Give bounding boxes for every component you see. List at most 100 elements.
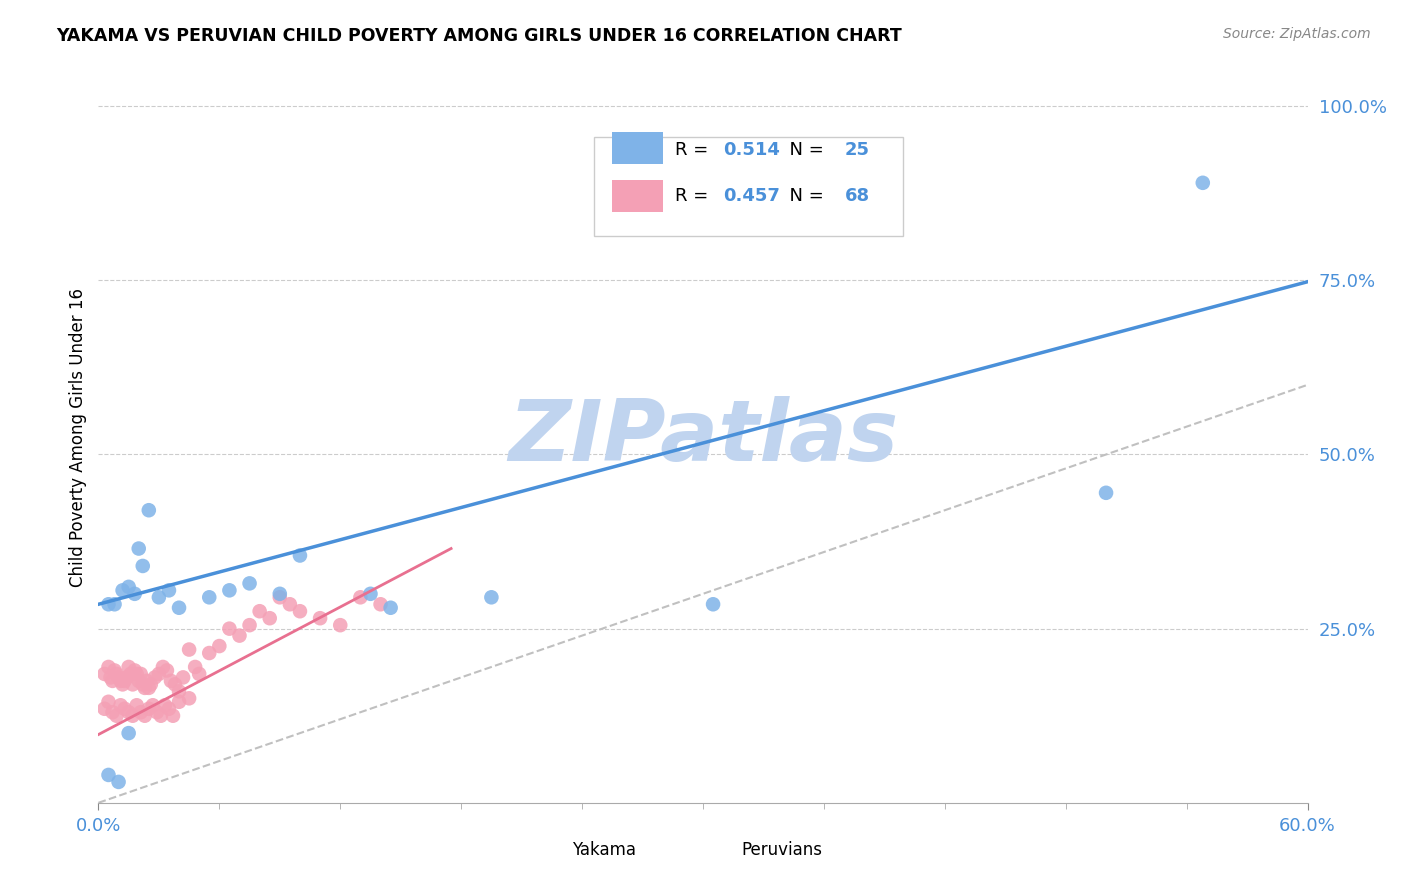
Point [118, 660, 141, 674]
Point [152, 660, 174, 674]
Point [107, 775, 129, 789]
Point [198, 646, 221, 660]
Point [93, 667, 115, 681]
Point [329, 618, 352, 632]
Point [132, 677, 155, 691]
Point [129, 705, 152, 719]
Point [259, 611, 281, 625]
FancyBboxPatch shape [700, 838, 735, 863]
Point [1191, 176, 1213, 190]
Point [148, 591, 170, 605]
Point [110, 698, 132, 713]
Point [114, 673, 136, 688]
Point [138, 503, 160, 517]
Point [184, 660, 207, 674]
Point [218, 622, 240, 636]
Point [167, 600, 190, 615]
Text: 68: 68 [845, 187, 869, 205]
Point [128, 541, 150, 556]
Point [121, 677, 143, 691]
Text: 0.457: 0.457 [724, 187, 780, 205]
Point [172, 670, 194, 684]
Text: N =: N = [778, 141, 830, 159]
Point [118, 705, 141, 719]
Point [228, 629, 250, 643]
Point [125, 667, 148, 681]
Point [138, 681, 160, 695]
Point [121, 708, 143, 723]
Point [125, 698, 148, 713]
Point [370, 597, 392, 611]
Point [128, 673, 150, 688]
Point [167, 695, 190, 709]
FancyBboxPatch shape [595, 137, 903, 235]
FancyBboxPatch shape [531, 838, 567, 863]
Point [142, 698, 165, 713]
Point [124, 664, 146, 678]
Text: R =: R = [675, 141, 714, 159]
Point [288, 604, 311, 618]
Point [188, 667, 211, 681]
Point [278, 597, 301, 611]
Point [97, 597, 120, 611]
Point [111, 583, 134, 598]
Point [134, 681, 156, 695]
Point [114, 702, 136, 716]
Text: R =: R = [675, 187, 714, 205]
Text: Source: ZipAtlas.com: Source: ZipAtlas.com [1223, 27, 1371, 41]
Point [132, 558, 155, 573]
Point [103, 664, 125, 678]
Point [110, 673, 132, 688]
Text: ZIPatlas: ZIPatlas [508, 395, 898, 479]
Point [249, 604, 271, 618]
Point [143, 670, 166, 684]
Point [239, 618, 262, 632]
Point [481, 591, 503, 605]
Point [149, 708, 172, 723]
Point [702, 597, 724, 611]
Point [163, 677, 186, 691]
Text: N =: N = [778, 187, 830, 205]
Point [107, 670, 129, 684]
Point [160, 673, 183, 688]
Point [120, 667, 142, 681]
Point [139, 677, 162, 691]
Point [218, 583, 240, 598]
Point [309, 611, 332, 625]
Point [349, 591, 371, 605]
Point [118, 580, 141, 594]
Point [156, 664, 179, 678]
Point [118, 726, 141, 740]
Point [157, 583, 180, 598]
Point [288, 549, 311, 563]
Point [129, 667, 152, 681]
Point [124, 587, 146, 601]
Point [179, 642, 201, 657]
Point [269, 587, 291, 601]
Point [100, 670, 122, 684]
Point [101, 673, 124, 688]
Point [97, 768, 120, 782]
Text: 25: 25 [845, 141, 869, 159]
Point [146, 705, 169, 719]
Point [157, 702, 180, 716]
Point [97, 660, 120, 674]
Point [380, 600, 402, 615]
Point [162, 708, 184, 723]
Text: 0.514: 0.514 [724, 141, 780, 159]
Point [134, 708, 156, 723]
Point [103, 597, 125, 611]
Point [153, 698, 176, 713]
Text: Yakama: Yakama [572, 841, 637, 859]
Point [105, 667, 128, 681]
Text: Peruvians: Peruvians [742, 841, 823, 859]
Point [135, 673, 157, 688]
Point [115, 670, 138, 684]
FancyBboxPatch shape [613, 132, 664, 164]
Text: YAKAMA VS PERUVIAN CHILD POVERTY AMONG GIRLS UNDER 16 CORRELATION CHART: YAKAMA VS PERUVIAN CHILD POVERTY AMONG G… [56, 27, 903, 45]
Point [198, 591, 221, 605]
Point [93, 702, 115, 716]
Point [105, 708, 128, 723]
Point [167, 684, 190, 698]
Point [97, 695, 120, 709]
